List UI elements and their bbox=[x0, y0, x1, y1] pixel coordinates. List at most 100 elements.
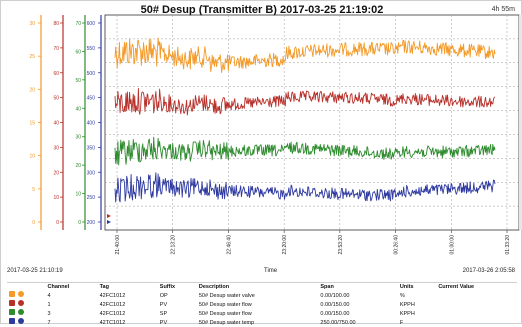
legend-units: F bbox=[399, 319, 404, 326]
axis-tick-label: 0 bbox=[32, 220, 35, 226]
axis-tick-label: 350 bbox=[87, 145, 96, 151]
axis-tick-label: 600 bbox=[87, 21, 96, 27]
axis-tick-label: 25 bbox=[29, 54, 35, 60]
axis-tick-label: 10 bbox=[29, 154, 35, 160]
axis-tick-label: 0 bbox=[56, 220, 59, 226]
time-axis-label: Time bbox=[264, 268, 278, 274]
axis-tick-label: 40 bbox=[53, 121, 59, 127]
plot-frame bbox=[104, 14, 520, 231]
channel-legend: Channel Tag Suffix Description Span Unit… bbox=[7, 282, 517, 327]
legend-swatch bbox=[7, 318, 46, 327]
axis-tick-label: 70 bbox=[75, 21, 81, 27]
legend-span: 0.00/100.00 bbox=[320, 292, 350, 299]
axis-tick-label: 450 bbox=[87, 96, 96, 102]
legend-col-suffix: Suffix bbox=[159, 284, 176, 290]
axis-tick-label: 80 bbox=[53, 21, 59, 27]
time-tick-label: 21:40:00 bbox=[115, 235, 121, 255]
legend-description: 50# Desup water flow bbox=[198, 310, 252, 317]
axis-tick-label: 60 bbox=[75, 49, 81, 55]
axis-tick-label: 50 bbox=[75, 78, 81, 84]
legend-description: 50# Desup water temp bbox=[198, 319, 255, 326]
axis-tick-label: 550 bbox=[87, 46, 96, 52]
legend-span: 250.00/750.00 bbox=[320, 319, 356, 326]
axis-tick-label: 5 bbox=[32, 187, 35, 193]
chart-title: 50# Desup (Transmitter B) 2017-03-25 21:… bbox=[140, 4, 384, 16]
legend-col-tag: Tag bbox=[99, 284, 109, 290]
legend-description: 50# Desup water flow bbox=[198, 301, 252, 308]
time-tick-label: 01:00:00 bbox=[449, 235, 455, 255]
legend-current bbox=[436, 309, 517, 318]
axis-tick-label: 300 bbox=[87, 170, 96, 176]
legend-row[interactable]: 1 42FC1012 PV 50# Desup water flow 0.00/150.… bbox=[7, 300, 517, 309]
legend-table: Channel Tag Suffix Description Span Unit… bbox=[7, 283, 517, 327]
visibility-toggle-icon[interactable] bbox=[18, 318, 24, 324]
time-tick-label: 23:20:00 bbox=[282, 235, 288, 255]
time-start-label: 2017-03-25 21:10:19 bbox=[7, 268, 63, 274]
legend-swatch bbox=[7, 309, 46, 318]
legend-tag: 42FC1012 bbox=[99, 301, 126, 308]
trend-line bbox=[114, 88, 496, 116]
legend-channel: 3 bbox=[47, 310, 51, 317]
legend-color-col bbox=[7, 283, 46, 291]
channel-color-icon bbox=[9, 318, 15, 324]
channel-color-icon bbox=[9, 309, 15, 315]
axis-tick-label: 10 bbox=[75, 192, 81, 198]
legend-channel: 7 bbox=[47, 319, 51, 326]
trend-plot[interactable]: 3025201510508070605040302010070605040302… bbox=[1, 1, 522, 283]
legend-col-span: Span bbox=[320, 284, 334, 290]
legend-span: 0.00/150.00 bbox=[320, 310, 350, 317]
axis-tick-label: 60 bbox=[53, 71, 59, 77]
time-tick-label: 01:33:20 bbox=[505, 235, 511, 255]
axis-tick-label: 30 bbox=[29, 21, 35, 27]
axis-tick-label: 10 bbox=[53, 195, 59, 201]
legend-units: KPPH bbox=[399, 310, 415, 317]
legend-col-units: Units bbox=[399, 284, 414, 290]
legend-units: KPPH bbox=[399, 301, 415, 308]
axis-tick-label: 500 bbox=[87, 71, 96, 77]
legend-current bbox=[436, 300, 517, 309]
axis-tick-label: 70 bbox=[53, 46, 59, 52]
trend-line bbox=[114, 172, 496, 203]
legend-swatch bbox=[7, 291, 46, 300]
legend-current bbox=[436, 291, 517, 300]
duration-label: 4h 55m bbox=[491, 6, 515, 13]
axis-tick-label: 15 bbox=[29, 121, 35, 127]
axis-tick-label: 20 bbox=[29, 87, 35, 93]
visibility-toggle-icon[interactable] bbox=[18, 291, 24, 297]
axis-tick-label: 50 bbox=[53, 96, 59, 102]
legend-col-current: Current Value bbox=[438, 284, 475, 290]
legend-suffix: SP bbox=[159, 310, 168, 317]
visibility-toggle-icon[interactable] bbox=[18, 309, 24, 315]
legend-description: 50# Desup water valve bbox=[198, 292, 255, 299]
time-tick-label: 00:26:40 bbox=[394, 235, 400, 255]
legend-span: 0.00/150.00 bbox=[320, 301, 350, 308]
channel-marker-icon bbox=[107, 220, 111, 224]
trend-line bbox=[114, 37, 496, 74]
legend-channel: 1 bbox=[47, 301, 51, 308]
legend-col-description: Description bbox=[198, 284, 230, 290]
legend-col-channel: Channel bbox=[47, 284, 70, 290]
legend-row[interactable]: 7 42TC1012 PV 50# Desup water temp 250.00/75… bbox=[7, 318, 517, 327]
axis-tick-label: 20 bbox=[53, 170, 59, 176]
legend-tag: 42FC1012 bbox=[99, 310, 126, 317]
axis-tick-label: 30 bbox=[75, 135, 81, 141]
legend-header-row: Channel Tag Suffix Description Span Unit… bbox=[7, 283, 517, 291]
axis-tick-label: 20 bbox=[75, 163, 81, 169]
vertical-scrollbar[interactable] bbox=[519, 15, 522, 230]
axis-tick-label: 250 bbox=[87, 195, 96, 201]
legend-row[interactable]: 3 42FC1012 SP 50# Desup water flow 0.00/150.… bbox=[7, 309, 517, 318]
time-end-label: 2017-03-26 2:05:58 bbox=[462, 268, 515, 274]
channel-marker-icon bbox=[107, 214, 111, 218]
axis-tick-label: 200 bbox=[87, 220, 96, 226]
legend-row[interactable]: 4 42FC1012 OP 50# Desup water valve 0.00/100… bbox=[7, 291, 517, 300]
channel-color-icon bbox=[9, 291, 15, 297]
channel-color-icon bbox=[9, 300, 15, 306]
trend-line bbox=[114, 136, 496, 166]
legend-swatch bbox=[7, 300, 46, 309]
legend-channel: 4 bbox=[47, 292, 51, 299]
visibility-toggle-icon[interactable] bbox=[18, 300, 24, 306]
axis-tick-label: 400 bbox=[87, 121, 96, 127]
legend-suffix: OP bbox=[159, 292, 168, 299]
time-tick-label: 22:13:20 bbox=[171, 235, 177, 255]
